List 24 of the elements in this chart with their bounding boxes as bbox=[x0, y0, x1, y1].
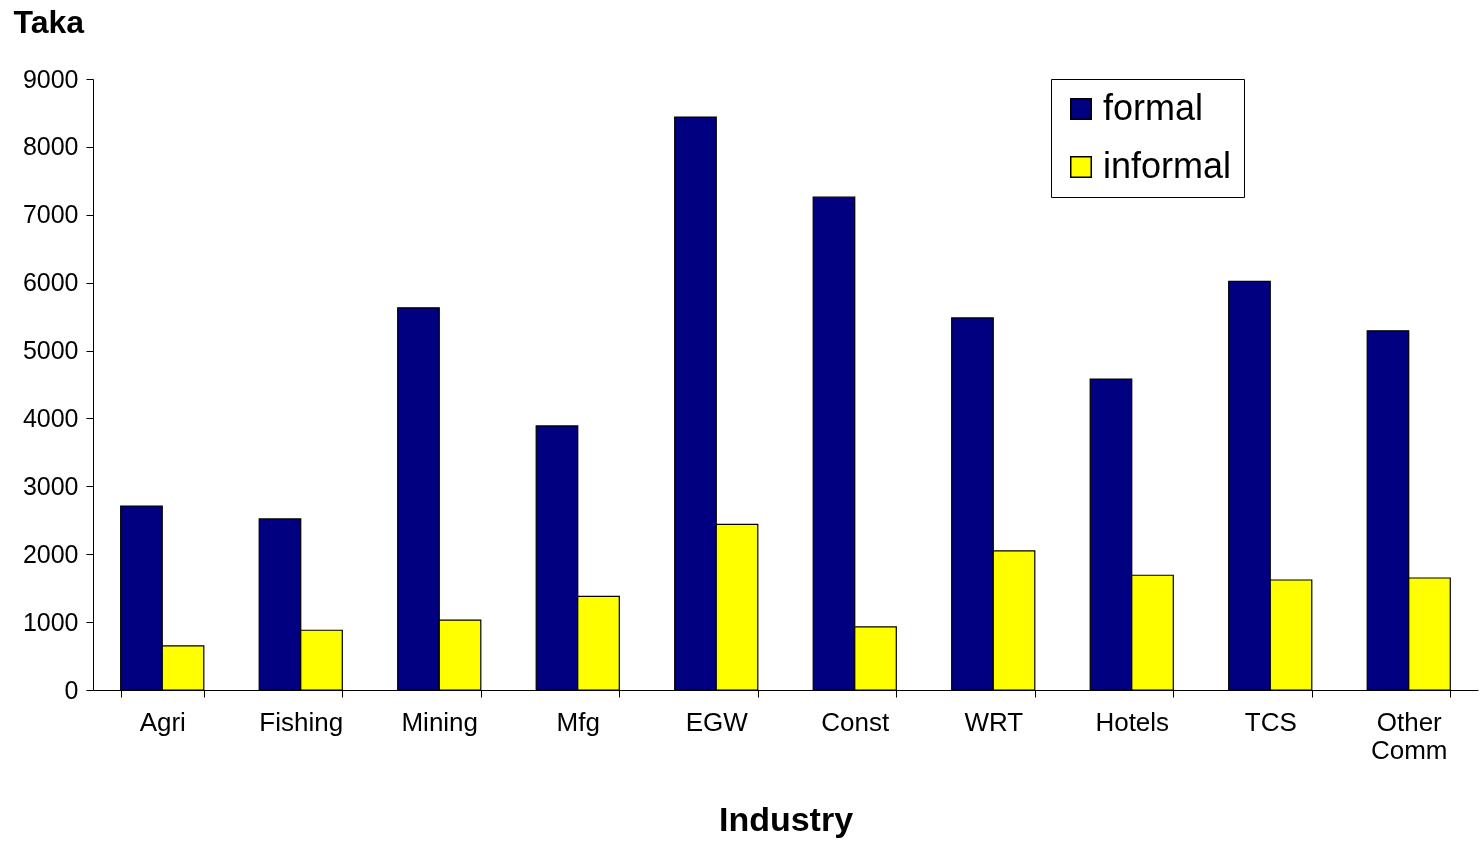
y-tick-label: 9000 bbox=[22, 64, 79, 93]
y-tick-label: 5000 bbox=[22, 336, 79, 365]
legend-label: formal bbox=[1103, 87, 1204, 128]
x-tick-label: Agri bbox=[139, 706, 186, 737]
y-tick-label: 3000 bbox=[22, 471, 79, 500]
x-tick-label: TCS bbox=[1244, 706, 1297, 737]
y-tick-label: 8000 bbox=[22, 132, 79, 161]
y-tick-label: 1000 bbox=[22, 607, 79, 636]
y-tick-label: 7000 bbox=[22, 200, 79, 229]
x-tick-label: Mfg bbox=[556, 706, 600, 737]
y-tick-label: 4000 bbox=[22, 403, 79, 432]
y-tick-label: 6000 bbox=[22, 268, 79, 297]
x-tick-label: EGW bbox=[685, 706, 749, 737]
x-tick-label: Const bbox=[821, 706, 890, 737]
x-tick-label: Mining bbox=[401, 706, 479, 737]
legend-label: informal bbox=[1103, 145, 1232, 186]
x-tick-label: Fishing bbox=[259, 706, 344, 737]
x-tick-label: WRT bbox=[964, 706, 1024, 737]
x-tick-label: Other Comm bbox=[1370, 706, 1448, 765]
y-tick-label: 2000 bbox=[22, 539, 79, 568]
y-axis-title: Taka bbox=[13, 3, 85, 40]
x-axis-title: Industry bbox=[718, 799, 854, 838]
x-tick-label: Hotels bbox=[1095, 706, 1170, 737]
y-tick-label: 0 bbox=[64, 675, 79, 704]
